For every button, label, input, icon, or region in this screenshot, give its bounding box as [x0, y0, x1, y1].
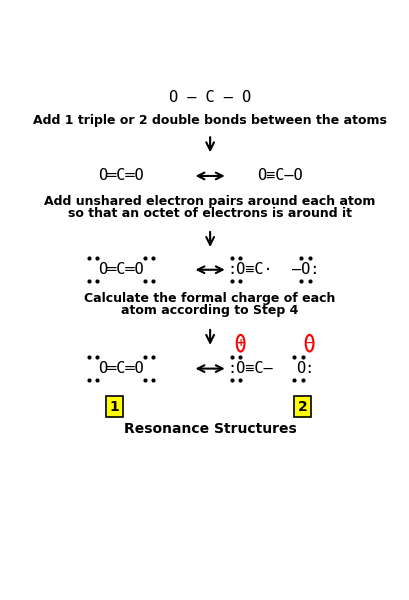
Text: O≡C—O: O≡C—O — [256, 169, 302, 184]
Text: 1: 1 — [110, 400, 119, 414]
Text: 2: 2 — [297, 400, 306, 414]
Text: +: + — [236, 338, 244, 348]
Text: −: − — [304, 338, 314, 348]
Text: so that an octet of electrons is around it: so that an octet of electrons is around … — [68, 208, 351, 220]
Text: O — C — O: O — C — O — [169, 90, 251, 105]
Text: :O≡C—: :O≡C— — [227, 361, 272, 376]
Text: atom according to Step 4: atom according to Step 4 — [121, 304, 298, 317]
Text: —O:: —O: — [291, 262, 318, 277]
Text: Calculate the formal charge of each: Calculate the formal charge of each — [84, 292, 335, 305]
Text: O═C═O: O═C═O — [98, 361, 144, 376]
Text: Add unshared electron pairs around each atom: Add unshared electron pairs around each … — [44, 195, 375, 208]
Text: O═C═O: O═C═O — [98, 262, 144, 277]
Text: Resonance Structures: Resonance Structures — [124, 422, 296, 436]
Text: Add 1 triple or 2 double bonds between the atoms: Add 1 triple or 2 double bonds between t… — [33, 114, 386, 127]
Text: O:: O: — [296, 361, 314, 376]
Text: :O≡C·: :O≡C· — [227, 262, 272, 277]
Text: O═C═O: O═C═O — [98, 169, 144, 184]
